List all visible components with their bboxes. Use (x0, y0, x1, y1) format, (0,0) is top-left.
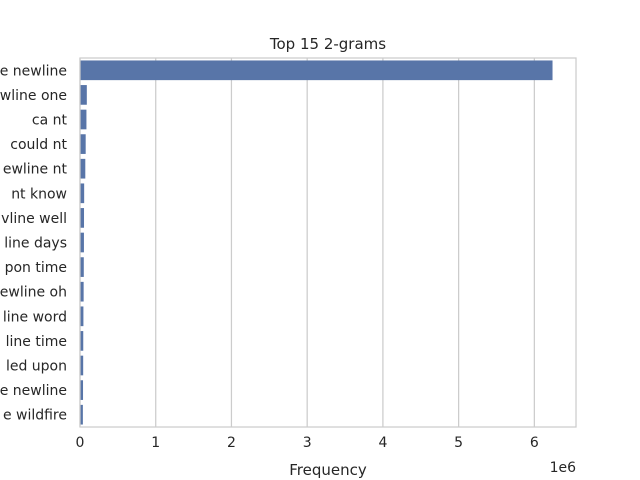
bars (80, 60, 553, 425)
chart-title: Top 15 2-grams (269, 35, 386, 53)
y-tick-labels: e newline wline one ca nt could nt ewline nt… (0, 63, 68, 423)
bar (80, 257, 84, 277)
bar (80, 281, 84, 302)
bar (80, 208, 85, 228)
y-tick-label: e newline (0, 63, 67, 79)
bar (80, 158, 86, 179)
y-tick-label: line word (3, 309, 67, 325)
x-tick-labels: 0 1 2 3 4 5 6 (76, 435, 539, 451)
x-tick-label: 2 (227, 435, 236, 451)
y-tick-label: ewline oh (0, 285, 67, 301)
y-tick-label: wline one (0, 88, 67, 104)
x-tick-label: 0 (76, 435, 85, 451)
x-tick-label: 3 (303, 435, 312, 451)
x-axis-scale-note: 1e6 (550, 460, 577, 476)
bar (80, 134, 86, 154)
y-tick-label: e wildfire (3, 408, 67, 424)
bar (80, 109, 87, 130)
bar (80, 232, 84, 253)
x-tick-label: 6 (530, 435, 539, 451)
y-tick-label: line time (6, 334, 67, 350)
bar (80, 380, 84, 400)
plot-frame (79, 57, 577, 428)
x-tick-label: 4 (378, 435, 387, 451)
bar (80, 331, 84, 351)
y-tick-label: nt know (11, 186, 67, 202)
y-tick-label: could nt (10, 137, 67, 153)
bar (80, 60, 553, 81)
y-tick-label: vline well (1, 211, 67, 227)
x-tick-label: 1 (151, 435, 160, 451)
bar (80, 355, 84, 376)
bar (80, 85, 87, 105)
y-tick-label: pon time (5, 260, 67, 276)
y-tick-label: led upon (6, 359, 67, 375)
y-tick-label: ca nt (32, 113, 68, 129)
y-tick-label: line days (4, 236, 67, 252)
bar (80, 404, 83, 425)
x-tick-label: 5 (454, 435, 463, 451)
bar (80, 183, 85, 204)
x-axis-label: Frequency (289, 461, 367, 479)
y-tick-label: e newline (0, 383, 67, 399)
y-tick-label: ewline nt (3, 162, 68, 178)
bar (80, 306, 84, 327)
grid-lines (79, 58, 535, 427)
